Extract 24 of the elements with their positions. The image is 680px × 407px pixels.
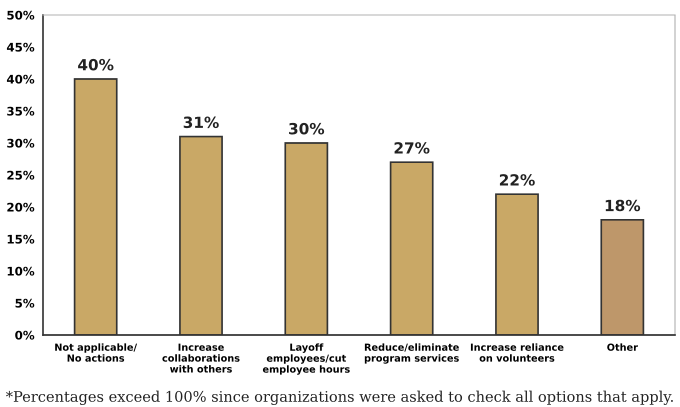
x-tick-label: Increase collaborations with others bbox=[162, 344, 240, 373]
data-label: 27% bbox=[394, 142, 430, 154]
y-tick-label: 5% bbox=[16, 298, 34, 308]
x-tick-label: Reduce/eliminate program services bbox=[364, 343, 459, 364]
y-tick-label: 45% bbox=[6, 42, 34, 52]
y-tick-label: 15% bbox=[8, 234, 34, 244]
x-tick-label: Layoff employees/cut employee hours bbox=[262, 343, 350, 375]
x-tick-label: Increase reliance on volunteers bbox=[470, 343, 564, 362]
y-tick-label: 10% bbox=[8, 266, 34, 276]
y-tick-label: 35% bbox=[7, 106, 34, 116]
x-tick-label: Not applicable/ No actions bbox=[55, 343, 138, 362]
y-tick-label: 40% bbox=[6, 74, 34, 84]
y-tick-label: 20% bbox=[7, 202, 34, 212]
y-tick-label: 50% bbox=[7, 10, 34, 20]
data-label: 40% bbox=[78, 58, 114, 70]
y-tick-label: 0% bbox=[15, 330, 34, 340]
y-tick-label: 30% bbox=[7, 138, 34, 148]
data-label: 30% bbox=[289, 122, 324, 134]
x-tick-label: Other bbox=[607, 343, 638, 351]
data-label: 18% bbox=[606, 200, 640, 212]
text: *Percentages exceed 100% since organizations were asked to check all options that apply. bbox=[6, 390, 673, 405]
data-label: 31% bbox=[184, 116, 219, 128]
data-label: 22% bbox=[500, 174, 535, 186]
y-tick-label: 25% bbox=[7, 170, 34, 180]
